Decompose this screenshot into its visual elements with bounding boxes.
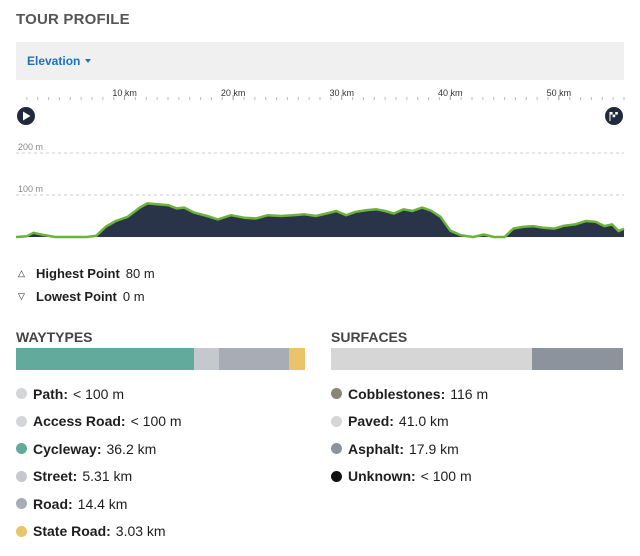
legend-item-value: < 100 m — [420, 468, 472, 485]
legend-item-value: 17.9 km — [409, 440, 459, 457]
profile-toolbar: Elevation — [16, 42, 624, 80]
waytypes-title: WAYTYPES — [16, 329, 93, 345]
waytypes-bar-segment[interactable] — [16, 348, 195, 370]
legend-dot-icon — [331, 470, 342, 482]
legend-dot-icon — [16, 415, 27, 427]
lowest-point-label: Lowest Point — [36, 289, 117, 304]
legend-item-value: 14.4 km — [77, 495, 128, 512]
y-tick-label: 200 m — [18, 142, 43, 152]
triangle-up-icon: △ — [18, 268, 25, 278]
flag-square — [612, 114, 616, 118]
page-title: TOUR PROFILE — [16, 11, 130, 28]
legend-item-name: Path: — [33, 385, 68, 402]
elevation-chart[interactable]: 10 km 20 km 30 km 40 km 50 km 100 m 200 m — [0, 84, 640, 244]
legend-item[interactable]: Cycleway: 36.2 km — [16, 435, 182, 463]
legend-item[interactable]: Street: 5.31 km — [16, 463, 182, 491]
highest-point-value: 80 m — [125, 266, 155, 281]
waytypes-legend: Path: < 100 m Access Road: < 100 m Cycleway:… — [16, 380, 182, 545]
legend-dot-icon — [331, 443, 342, 455]
legend-item[interactable]: State Road: 3.03 km — [16, 518, 182, 546]
legend-dot-icon — [16, 470, 27, 482]
legend-item-name: Cobblestones: — [348, 385, 446, 402]
legend-item[interactable]: Path: < 100 m — [16, 380, 182, 408]
waytypes-bar-segment[interactable] — [194, 348, 219, 370]
legend-item[interactable]: Unknown: < 100 m — [331, 463, 488, 491]
y-tick-label: 100 m — [18, 184, 43, 194]
play-icon-glyph — [23, 111, 31, 121]
surfaces-bar-segment[interactable] — [331, 348, 533, 370]
elevation-area — [16, 203, 624, 237]
lowest-point-value: 0 m — [122, 289, 145, 304]
highest-point-row: △ Highest Point 80 m — [18, 262, 155, 285]
legend-item[interactable]: Asphalt: 17.9 km — [331, 435, 488, 463]
waytypes-bar-segment[interactable] — [289, 348, 306, 370]
lowest-point-row: ▽ Lowest Point 0 m — [18, 285, 155, 308]
legend-item-name: Street: — [33, 468, 78, 485]
elevation-line — [15, 202, 625, 239]
surfaces-legend: Cobblestones: 116 m Paved: 41.0 km Asphalt: 1… — [331, 380, 488, 490]
elevation-stats: △ Highest Point 80 m ▽ Lowest Point 0 m — [18, 262, 155, 308]
legend-item-name: Paved: — [348, 413, 394, 430]
legend-item-name: Access Road: — [33, 413, 126, 430]
highest-point-label: Highest Point — [36, 266, 120, 281]
triangle-down-icon: ▽ — [18, 291, 25, 301]
legend-item-name: Road: — [33, 495, 73, 512]
x-tick-label: 10 km — [112, 88, 137, 98]
caret-down-icon — [85, 58, 92, 63]
surfaces-bar[interactable] — [331, 348, 623, 370]
waytypes-bar[interactable] — [16, 348, 308, 370]
legend-dot-icon — [16, 525, 27, 537]
legend-item-value: 41.0 km — [398, 413, 449, 430]
legend-item-value: 5.31 km — [82, 468, 133, 485]
legend-item[interactable]: Access Road: < 100 m — [16, 408, 182, 436]
legend-item-name: Unknown: — [348, 468, 416, 485]
legend-dot-icon — [331, 388, 342, 400]
legend-item[interactable]: Road: 14.4 km — [16, 490, 182, 518]
legend-dot-icon — [16, 388, 27, 400]
legend-item-value: 3.03 km — [115, 523, 166, 540]
legend-dot-icon — [331, 415, 342, 427]
flag-square — [615, 112, 618, 115]
legend-item-value: 36.2 km — [106, 440, 157, 457]
surfaces-title: SURFACES — [331, 329, 408, 345]
legend-item[interactable]: Cobblestones: 116 m — [331, 380, 488, 408]
x-tick-label: 40 km — [438, 88, 463, 98]
legend-item-value: 116 m — [450, 385, 489, 402]
legend-item-name: State Road: — [33, 523, 111, 540]
legend-item-value: < 100 m — [130, 413, 182, 430]
flag-square — [610, 112, 613, 115]
legend-dot-icon — [16, 498, 27, 510]
waytypes-bar-segment[interactable] — [218, 348, 289, 370]
x-tick-label: 20 km — [221, 88, 246, 98]
dropdown-label: Elevation — [27, 54, 81, 68]
x-tick-label: 50 km — [547, 88, 572, 98]
legend-item-value: < 100 m — [73, 385, 124, 402]
legend-dot-icon — [16, 443, 27, 455]
legend-item-name: Asphalt: — [348, 440, 404, 457]
legend-item-name: Cycleway: — [33, 440, 102, 457]
x-tick-label: 30 km — [329, 88, 354, 98]
elevation-dropdown[interactable]: Elevation — [27, 54, 92, 68]
legend-item[interactable]: Paved: 41.0 km — [331, 408, 488, 436]
surfaces-bar-segment[interactable] — [532, 348, 623, 370]
